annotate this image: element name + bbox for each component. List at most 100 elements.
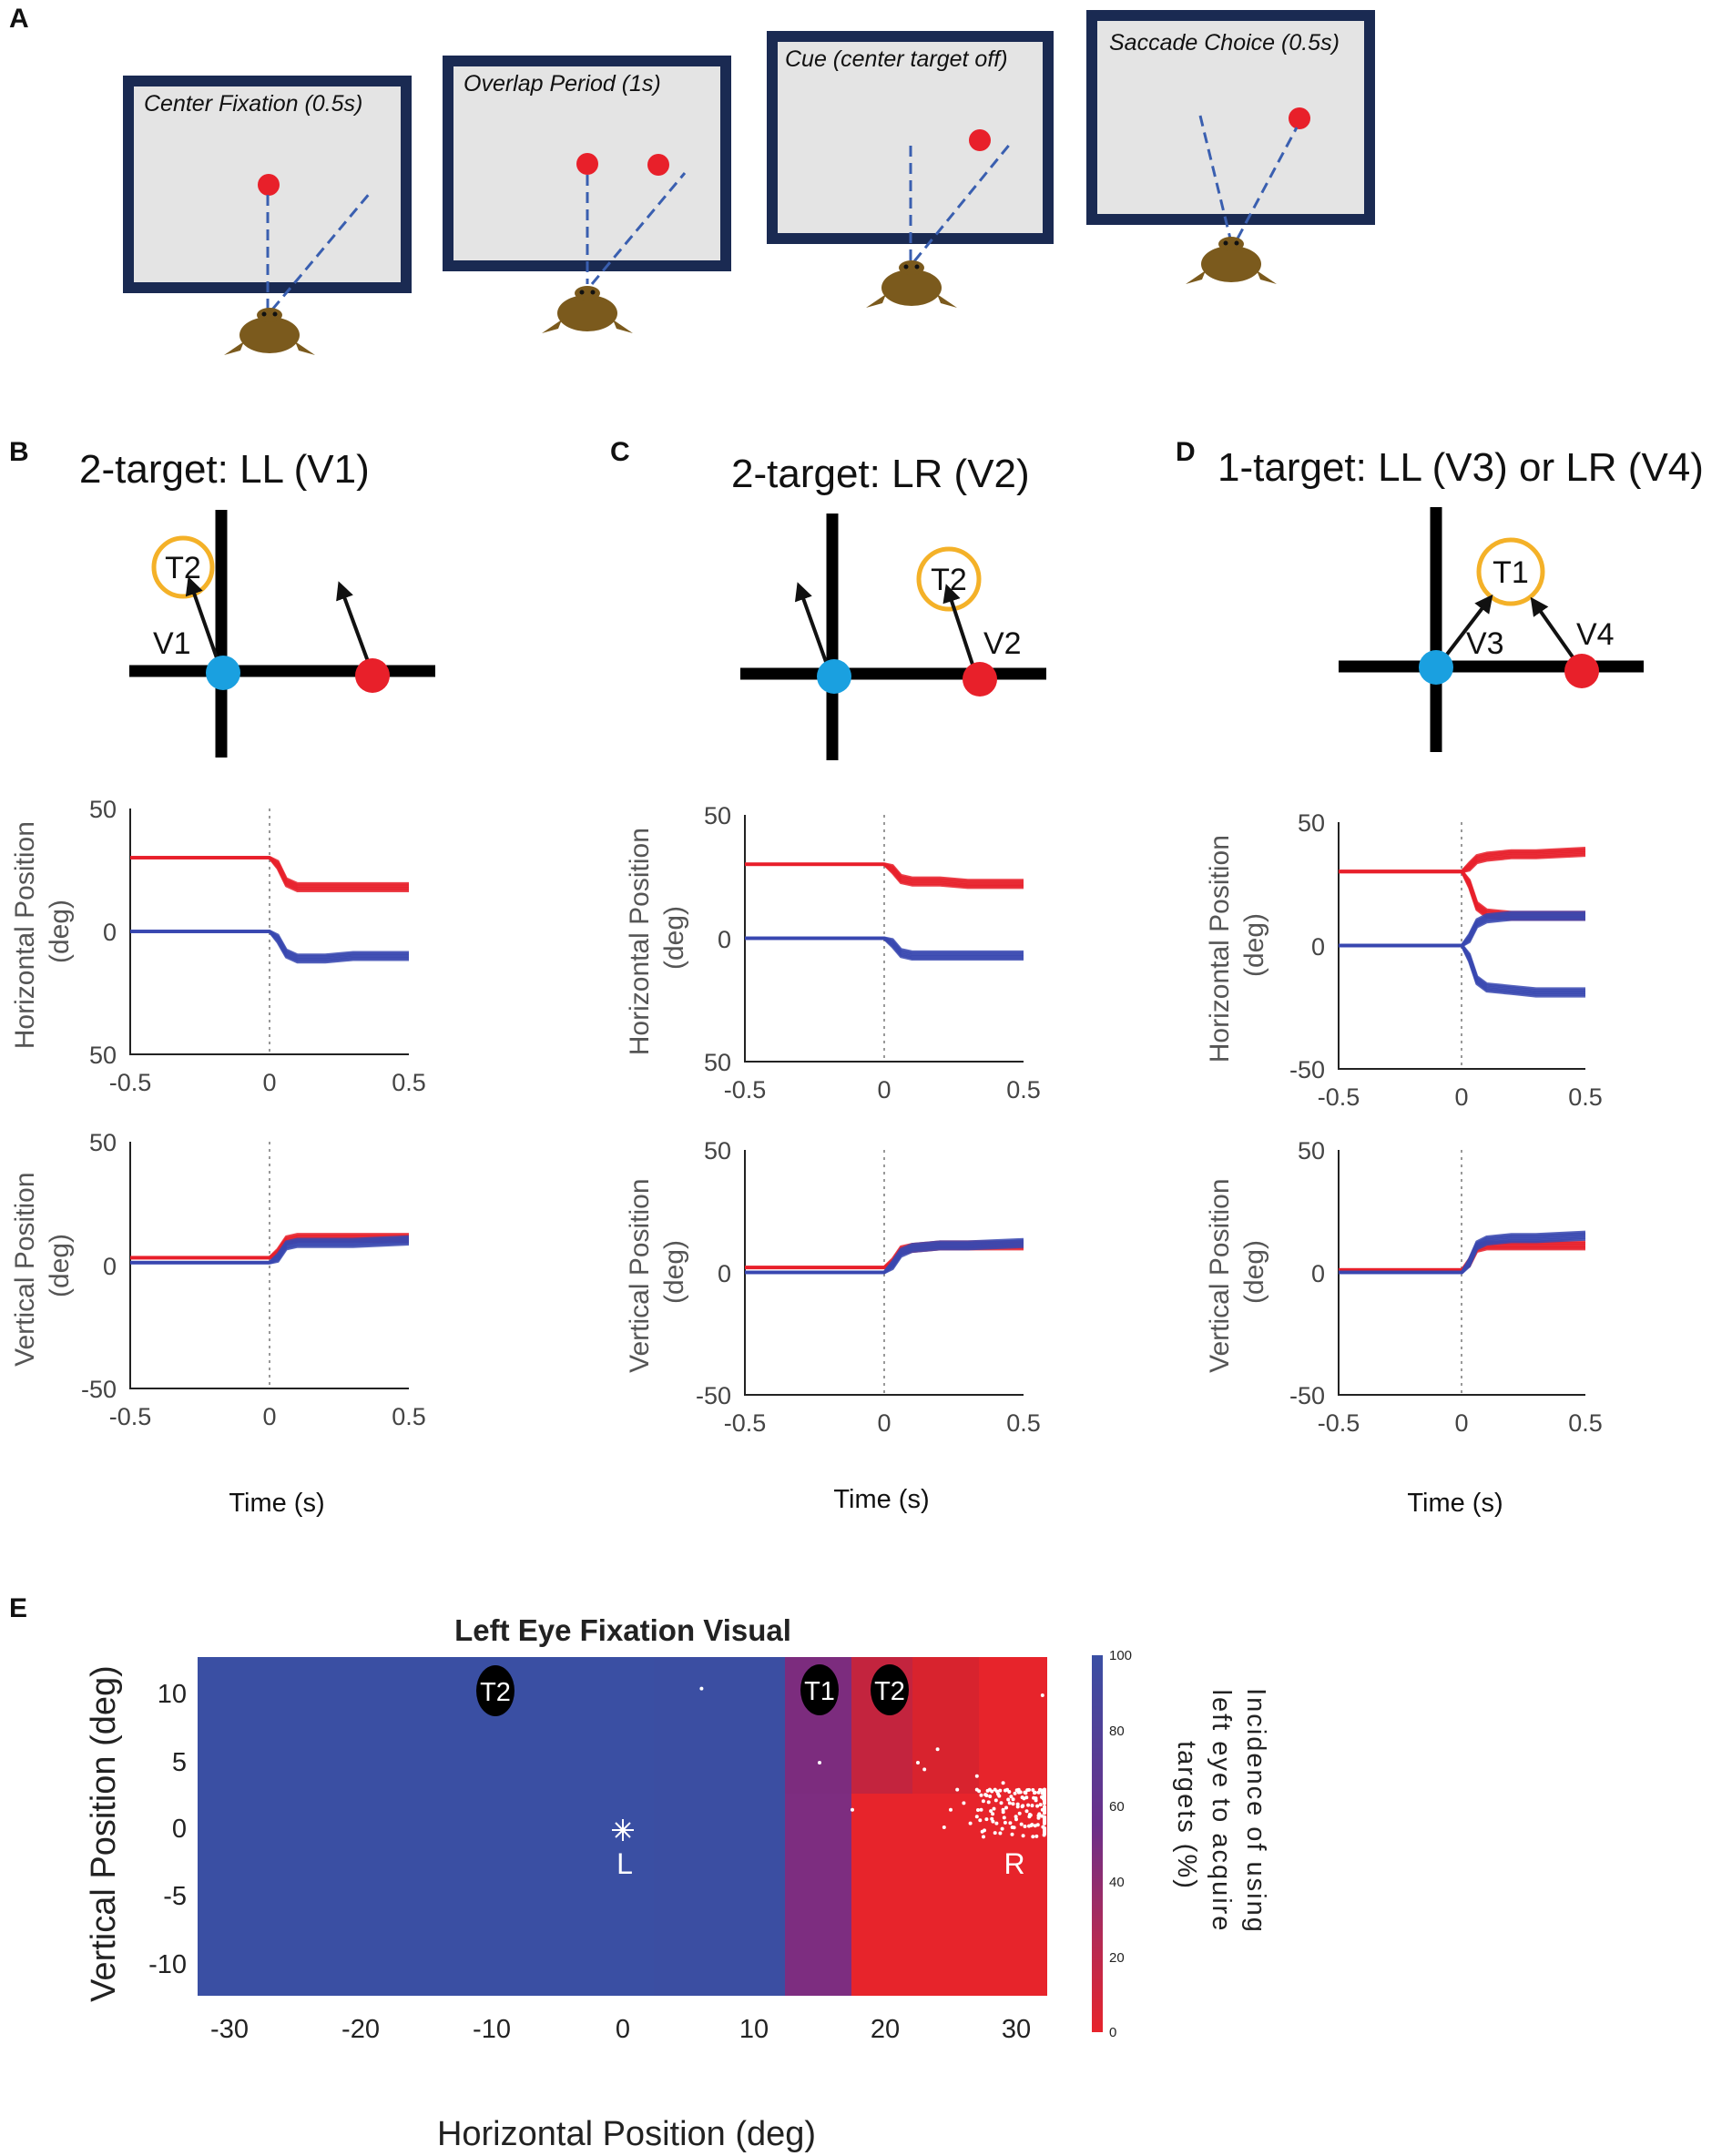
stage-label: Cue (center target off)	[785, 46, 1008, 72]
fixation-point	[1004, 1805, 1008, 1810]
y-tick: -10	[148, 1950, 187, 1979]
y-axis-label: Vertical Position (deg)	[10, 1164, 75, 1367]
fixation-point	[1020, 1795, 1024, 1800]
fixation-point	[1009, 1795, 1014, 1799]
fixation-point	[982, 1835, 985, 1839]
x-tick: -30	[210, 2015, 249, 2044]
gaze-line	[912, 142, 1013, 262]
fixation-point	[977, 1789, 982, 1794]
y-axis-label-line1: Horizontal Position	[625, 828, 655, 1055]
colorbar-tick: 100	[1109, 1648, 1132, 1663]
fixation-point	[1040, 1693, 1044, 1697]
fixation-point	[1035, 1804, 1040, 1808]
right-eye-dot	[1564, 654, 1599, 688]
fixation-point	[1047, 1787, 1051, 1792]
y-axis-label-line2: (deg)	[1239, 913, 1269, 977]
series-line	[130, 930, 409, 957]
x-tick: 30	[1002, 2015, 1031, 2044]
stage-label: Center Fixation (0.5s)	[144, 91, 362, 117]
monkey-icon	[1186, 237, 1277, 284]
fixation-point	[1030, 1804, 1034, 1808]
fixation-point	[1015, 1805, 1020, 1809]
x-axis-label: Time (s)	[229, 1489, 324, 1518]
fixation-point	[990, 1789, 994, 1794]
y-tick: 0	[172, 1815, 187, 1844]
x-tick: 0	[262, 1069, 276, 1096]
gaze-line	[590, 172, 687, 285]
traces	[745, 862, 1024, 961]
monkey-icon	[224, 308, 315, 355]
heatmap-y-label: Vertical Position (deg)	[85, 1665, 123, 2002]
y-axis-label: Horizontal Position (deg)	[625, 820, 689, 1055]
fixation-point	[1043, 1810, 1046, 1815]
fixation-point	[1032, 1795, 1036, 1800]
x-tick: 0	[877, 1409, 891, 1437]
vector-arrow	[942, 584, 979, 679]
fixation-point	[979, 1807, 983, 1812]
x-tick: 0	[1454, 1409, 1468, 1437]
y-tick: 50	[1298, 1137, 1325, 1164]
fixation-point	[1043, 1797, 1046, 1802]
monitor-screen	[1086, 10, 1375, 225]
y-tick: -50	[1289, 1056, 1325, 1083]
x-tick: 10	[739, 2015, 769, 2044]
stage-overlap-period: Overlap Period (1s)	[443, 56, 731, 333]
target-dot	[647, 154, 669, 176]
series-line	[130, 856, 409, 885]
y-tick: 0	[718, 1260, 731, 1287]
fixation-point	[1028, 1813, 1033, 1817]
series-line	[745, 1237, 1024, 1274]
heatmap-title: Left Eye Fixation Visual	[454, 1613, 791, 1647]
colorbar-label-line: left eye to acquire	[1207, 1690, 1236, 1933]
plot-c-horizontal: 50 0 50 -0.5 0 0.5 Horizontal Position (…	[625, 802, 1041, 1103]
fixation-point	[984, 1817, 989, 1822]
fixation-point	[949, 1807, 953, 1812]
fixation-point	[1027, 1824, 1031, 1828]
colorbar-tick: 0	[1109, 2025, 1116, 2040]
traces	[130, 856, 409, 964]
plot-b-horizontal: 50 0 50 -0.5 0 0.5 Horizontal Position (…	[10, 796, 426, 1096]
fixation-point	[968, 1821, 973, 1825]
vector-arrow	[185, 576, 223, 672]
series-line	[1339, 1230, 1586, 1274]
fixation-point	[1033, 1790, 1037, 1795]
vector-arrow	[1530, 596, 1582, 669]
fixation-point	[1004, 1788, 1007, 1793]
target-marker-label: T2	[874, 1677, 905, 1706]
stage-label: Saccade Choice (0.5s)	[1109, 30, 1340, 56]
fixation-point	[994, 1821, 999, 1825]
fixation-point	[1026, 1803, 1031, 1807]
fixation-point	[1036, 1814, 1041, 1818]
panel-label-d: D	[1176, 437, 1196, 467]
y-axis-label-line2: (deg)	[659, 1240, 689, 1304]
traces	[130, 1233, 410, 1265]
series-line	[1339, 870, 1585, 917]
x-tick: 0.5	[1568, 1409, 1603, 1437]
y-tick: 50	[89, 1129, 117, 1156]
right-eye-dot	[963, 662, 997, 697]
fixation-point	[983, 1828, 986, 1833]
y-axis-label-line2: (deg)	[659, 906, 689, 970]
fixation-point	[942, 1825, 946, 1829]
fixation-point	[1007, 1801, 1012, 1805]
series-line	[745, 936, 1024, 953]
y-tick: 0	[1311, 933, 1325, 961]
fixation-points	[699, 1686, 1051, 1839]
y-axis-label-line2: (deg)	[45, 1234, 75, 1297]
fixation-point	[1000, 1826, 1004, 1831]
panel-label-c: C	[610, 437, 630, 467]
schematic-b: T2 V1	[129, 510, 435, 758]
y-tick: -50	[81, 1376, 117, 1403]
y-tick: 50	[89, 1042, 117, 1069]
target-marker: T1	[800, 1664, 839, 1715]
colorbar: 100 80 60 40 20 0	[1092, 1648, 1132, 2040]
x-tick: 0.5	[392, 1069, 426, 1096]
y-tick: -5	[163, 1882, 187, 1911]
monkey-icon	[866, 260, 957, 308]
fixation-point	[1011, 1797, 1015, 1802]
y-axis-label-line1: Horizontal Position	[1205, 835, 1235, 1063]
series-line	[130, 1233, 409, 1259]
fixation-point	[993, 1798, 998, 1803]
fixation-point	[1040, 1795, 1044, 1799]
plot-b-vertical: 50 0 -50 -0.5 0 0.5 Vertical Position (d…	[10, 1129, 426, 1430]
